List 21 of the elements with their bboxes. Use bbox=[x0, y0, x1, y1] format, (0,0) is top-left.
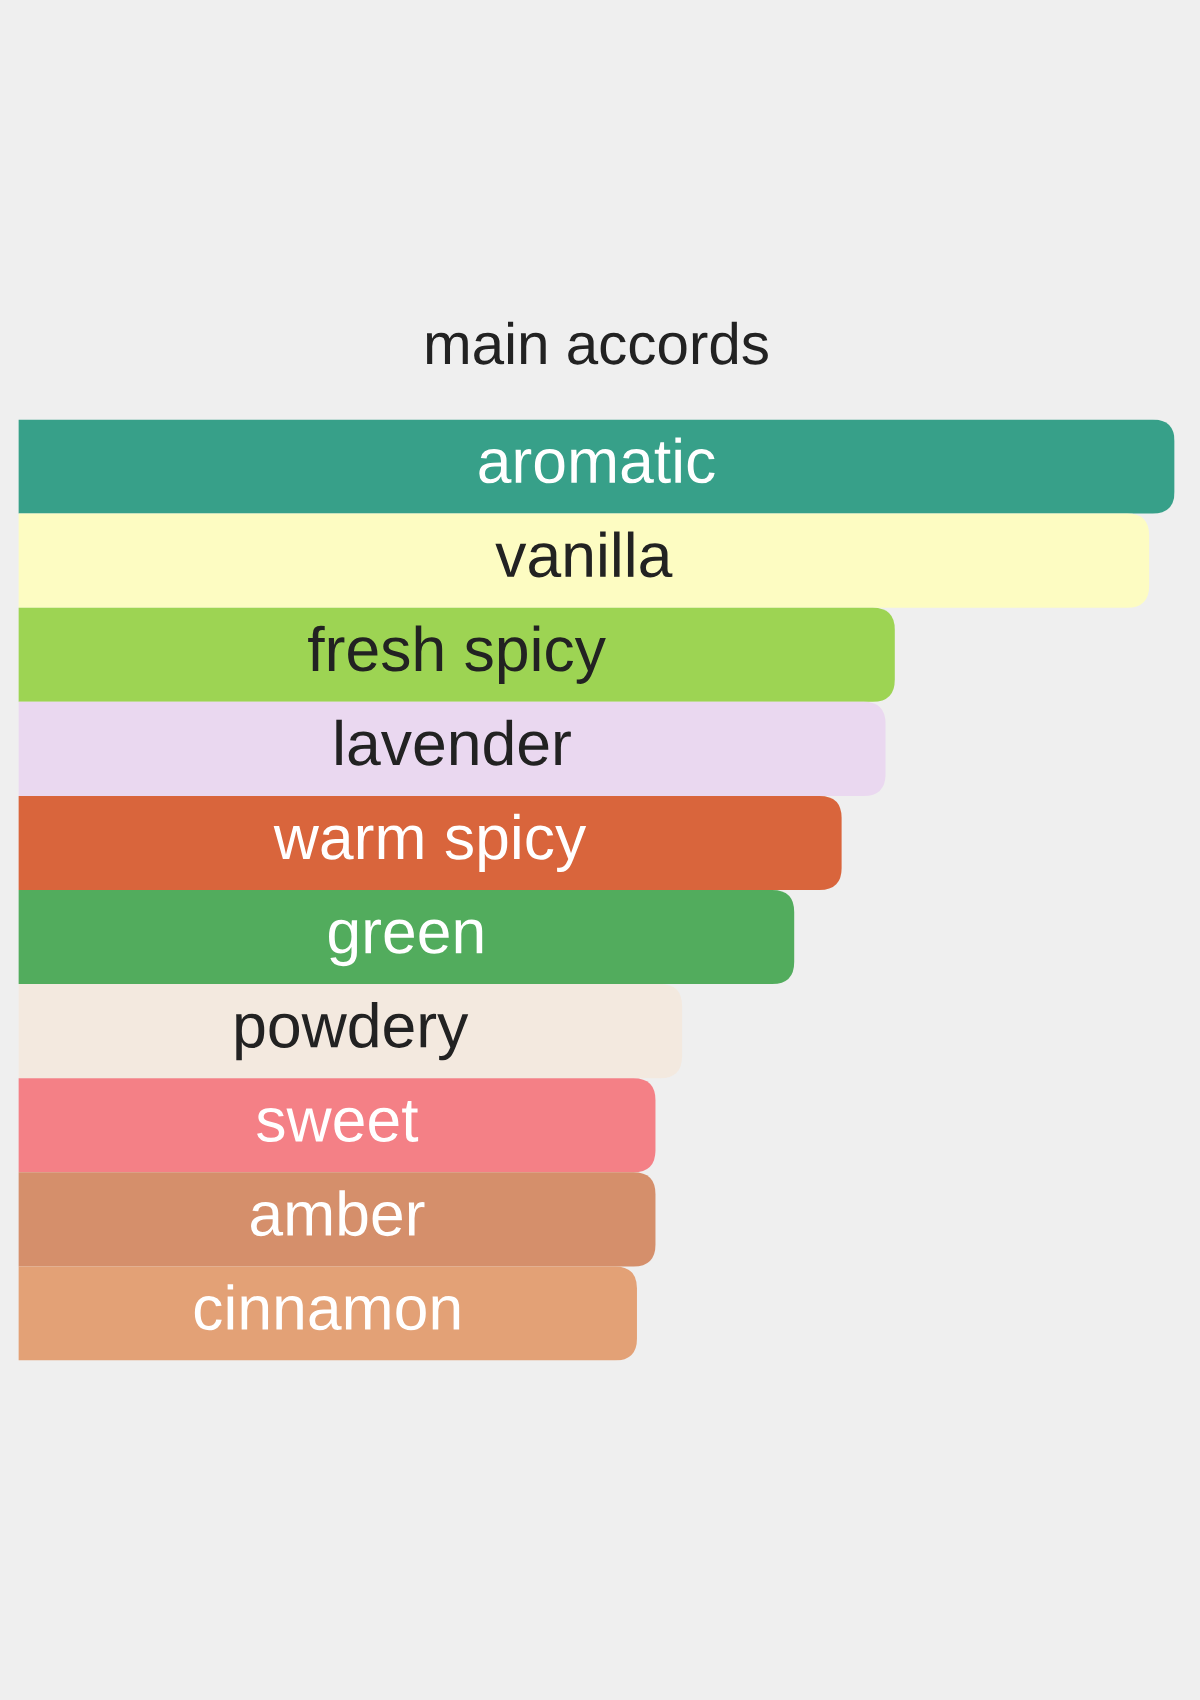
y-tick-label: vanilla bbox=[495, 531, 673, 578]
y-tick-label: warm spicy bbox=[273, 813, 587, 873]
chart-title: main accords bbox=[426, 321, 768, 365]
bar bbox=[18, 607, 895, 702]
bar bbox=[18, 1266, 637, 1361]
y-tick-label: amber bbox=[251, 1190, 425, 1237]
bar bbox=[18, 701, 886, 796]
y-tick-label: aromatic bbox=[479, 437, 715, 484]
bar bbox=[18, 1172, 656, 1267]
bar bbox=[18, 513, 1150, 608]
bar bbox=[18, 1078, 656, 1173]
y-tick-label: green bbox=[329, 919, 483, 967]
y-tick-label: lavender bbox=[336, 719, 571, 766]
y-tick-label: sweet bbox=[257, 1101, 419, 1143]
y-tick-label: powdery bbox=[236, 1002, 469, 1061]
y-tick-label: cinnamon bbox=[194, 1284, 460, 1331]
bar bbox=[18, 795, 842, 890]
bar bbox=[18, 419, 1175, 514]
bar bbox=[18, 984, 683, 1079]
bar bbox=[18, 890, 795, 985]
y-tick-label: fresh spicy bbox=[308, 625, 606, 684]
